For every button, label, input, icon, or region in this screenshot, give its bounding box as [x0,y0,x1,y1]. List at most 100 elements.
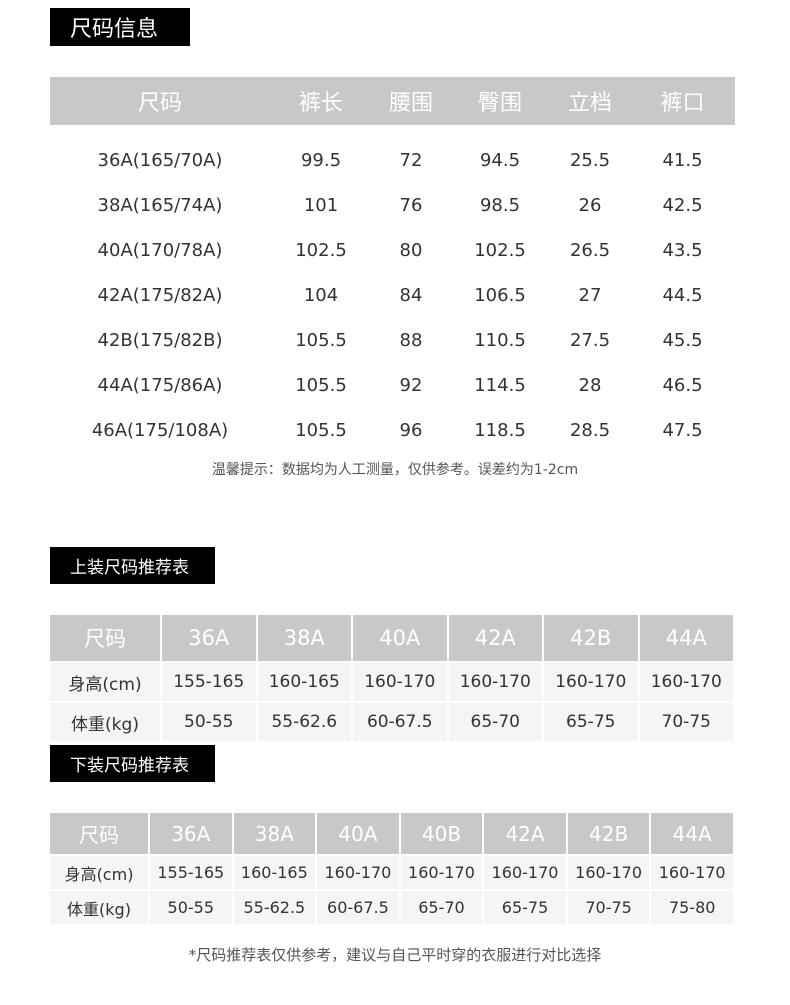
cell: 体重(kg) [50,703,160,741]
size-info-table: 尺码 裤长 腰围 臀围 立档 裤口 36A(165/70A) 99.5 72 94.5 25.5 41… [50,77,735,453]
cell: 60-67.5 [317,891,399,924]
cell: 28.5 [569,420,611,441]
table-row: 身高(cm) 155-165 160-165 160-170 160-170 160-17… [50,856,733,889]
cell: 72 [399,150,423,171]
cell: 160-170 [544,663,638,701]
cell: 70-75 [639,703,733,741]
cell: 160-170 [484,856,566,889]
cell: 99.5 [300,150,342,171]
cell: 41.5 [662,150,703,171]
cell: 腰围 [388,91,433,116]
cell: 46A(175/108A) [91,420,229,441]
cell: 尺码 [137,91,182,116]
cell: 26.5 [569,240,611,261]
cell: 155-165 [162,663,256,701]
cell: 94.5 [479,150,521,171]
table-row: 38A(165/74A) 101 76 98.5 26 42.5 [50,183,735,228]
cell: 160-165 [233,856,316,889]
cell: 立档 [567,91,612,116]
cell: 42A [448,615,542,661]
cell: 75-80 [651,891,733,924]
cell: 36A [150,813,232,854]
cell: 88 [399,330,423,351]
cell: 102.5 [474,240,526,261]
cell: 155-165 [150,856,232,889]
cell: 28 [578,375,602,396]
cell: 101 [303,195,339,216]
cell: 26 [578,195,602,216]
cell: 50-55 [162,703,256,741]
cell: 身高(cm) [50,663,160,701]
table-row: 身高(cm) 155-165 160-165 160-170 160-170 160-17… [50,663,733,701]
cell: 38A(165/74A) [97,195,223,216]
cell: 106.5 [474,285,526,306]
table-row: 40A(170/78A) 102.5 80 102.5 26.5 43.5 [50,228,735,273]
cell: 42.5 [662,195,703,216]
cell: 160-170 [651,856,733,889]
cell: 裤口 [660,91,705,116]
cell: 27.5 [569,330,611,351]
cell: 36A(165/70A) [97,150,223,171]
cell: 118.5 [474,420,526,441]
cell: 身高(cm) [50,856,148,889]
cell: 160-170 [317,856,399,889]
cell: 105.5 [295,375,347,396]
table-row: 42B(175/82B) 105.5 88 110.5 27.5 45.5 [50,318,735,363]
cell: 38A [257,615,351,661]
cell: 65-75 [484,891,566,924]
cell: 42B(175/82B) [97,330,223,351]
cell: 38A [233,813,316,854]
cell: 46.5 [662,375,703,396]
cell: 40A [353,615,447,661]
cell: 114.5 [474,375,526,396]
cell: 96 [399,420,423,441]
footnote: *尺码推荐表仅供参考，建议与自己平时穿的衣服进行对比选择 [188,946,602,964]
measurement-note: 温馨提示：数据均为人工测量，仅供参考。误差约为1-2cm [211,462,579,478]
cell: 84 [399,285,423,306]
cell: 105.5 [295,420,347,441]
cell: 44A [651,813,733,854]
cell: 160-170 [448,663,542,701]
table-row: 体重(kg) 50-55 55-62.6 60-67.5 65-70 65-75 70-75 [50,703,733,741]
cell: 104 [303,285,339,306]
cell: 40A [317,813,399,854]
cell: 55-62.6 [257,703,351,741]
cell: 76 [399,195,423,216]
cell: 110.5 [474,330,526,351]
cell: 160-170 [400,856,483,889]
cell: 臀围 [477,91,522,116]
cell: 160-170 [639,663,733,701]
cell: 160-170 [353,663,447,701]
cell: 36A [162,615,256,661]
cell: 42A [484,813,566,854]
cell: 43.5 [662,240,703,261]
cell: 50-55 [150,891,232,924]
cell: 44A(175/86A) [97,375,223,396]
table-row: 体重(kg) 50-55 55-62.5 60-67.5 65-70 65-75 70-75… [50,891,733,924]
cell: 65-70 [448,703,542,741]
bottom-recommend-table: 尺码 36A 38A 40A 40B 42A 42B 44A 身高(cm) 155-165 160-… [48,811,735,926]
cell: 40B [400,813,483,854]
size-info-title: 尺码信息 [50,8,190,46]
cell: 42B [544,615,638,661]
cell: 体重(kg) [50,891,148,924]
cell: 42A(175/82A) [97,285,223,306]
table-header: 尺码 36A 38A 40A 40B 42A 42B 44A [50,813,733,854]
table-row: 42A(175/82A) 104 84 106.5 27 44.5 [50,273,735,318]
cell: 92 [399,375,423,396]
cell: 44.5 [662,285,703,306]
table-header: 尺码 裤长 腰围 臀围 立档 裤口 [50,77,735,125]
cell: 25.5 [569,150,611,171]
cell: 45.5 [662,330,703,351]
cell: 98.5 [479,195,521,216]
top-recommend-table: 尺码 36A 38A 40A 42A 42B 44A 身高(cm) 155-165 160-165… [48,613,735,743]
top-recommend-title: 上装尺码推荐表 [50,547,215,584]
cell: 40A(170/78A) [97,240,223,261]
cell: 44A [639,615,733,661]
cell: 65-70 [400,891,483,924]
cell: 27 [578,285,602,306]
cell: 47.5 [662,420,703,441]
cell: 尺码 [50,813,148,854]
cell: 102.5 [295,240,347,261]
table-row: 44A(175/86A) 105.5 92 114.5 28 46.5 [50,363,735,408]
